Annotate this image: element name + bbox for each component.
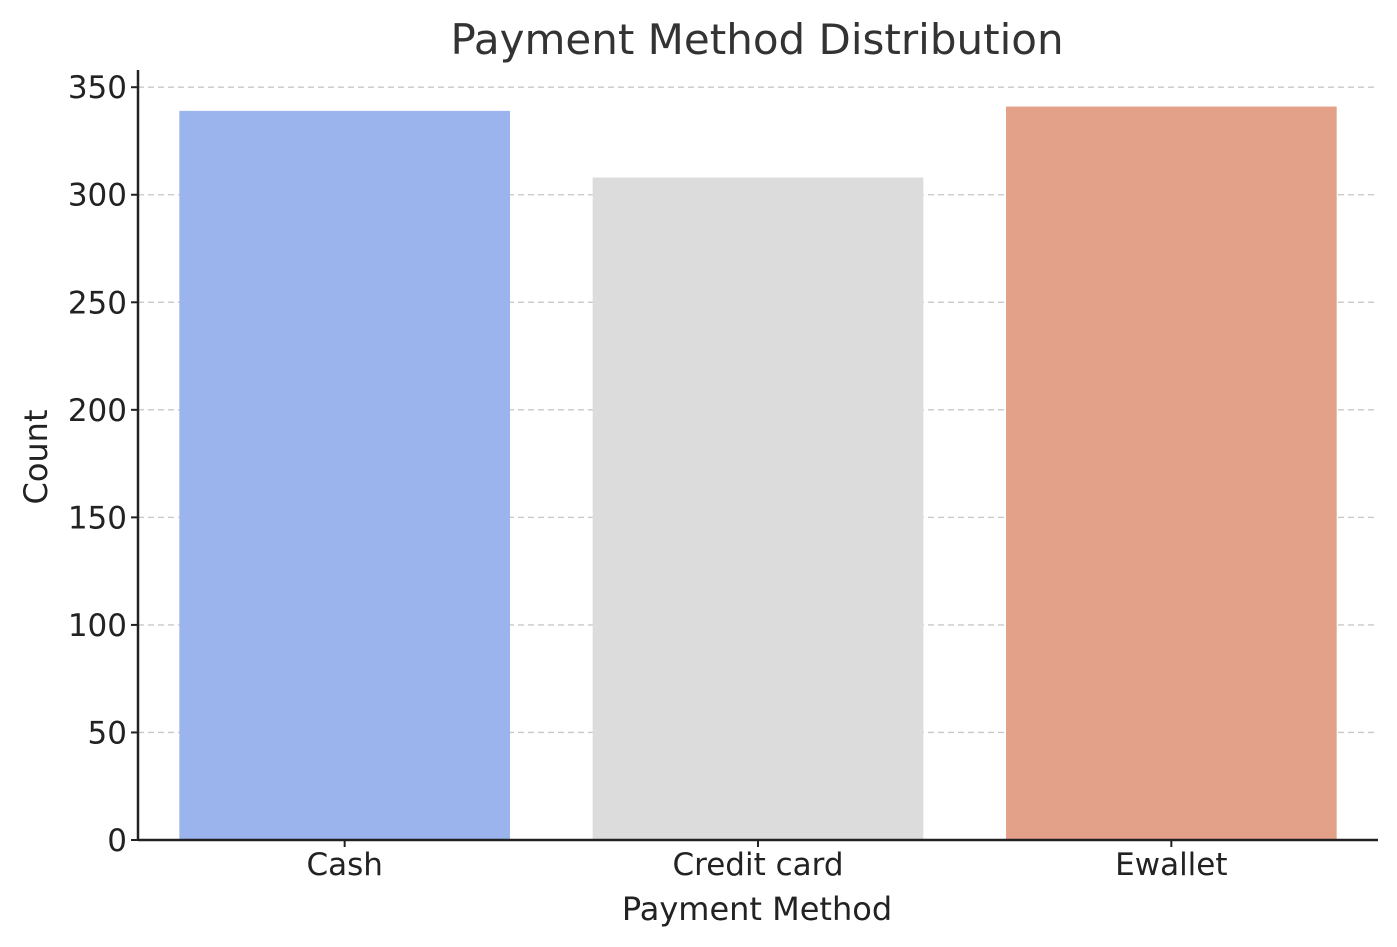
y-tick-label: 100 [68, 608, 127, 644]
y-ticks: 0 50 100 150 200 250 300 350 [68, 70, 138, 859]
bar-cash [179, 110, 511, 841]
bars [179, 106, 1337, 841]
y-tick-label: 50 [88, 715, 127, 751]
y-axis-label: Count [17, 409, 55, 504]
y-tick-label: 0 [107, 823, 127, 859]
x-tick-label: Ewallet [1115, 847, 1227, 883]
x-tick-label: Cash [306, 847, 382, 883]
chart-title: Payment Method Distribution [450, 15, 1063, 64]
bar-credit-card [592, 177, 924, 841]
x-ticks: Cash Credit card Ewallet [306, 840, 1228, 883]
y-tick-label: 300 [68, 178, 127, 214]
y-tick-label: 200 [68, 393, 127, 429]
y-tick-label: 350 [68, 70, 127, 106]
x-tick-label: Credit card [673, 847, 844, 883]
x-axis-label: Payment Method [622, 890, 892, 928]
bar-ewallet [1006, 106, 1337, 840]
y-tick-label: 150 [68, 500, 127, 536]
y-tick-label: 250 [68, 285, 127, 321]
